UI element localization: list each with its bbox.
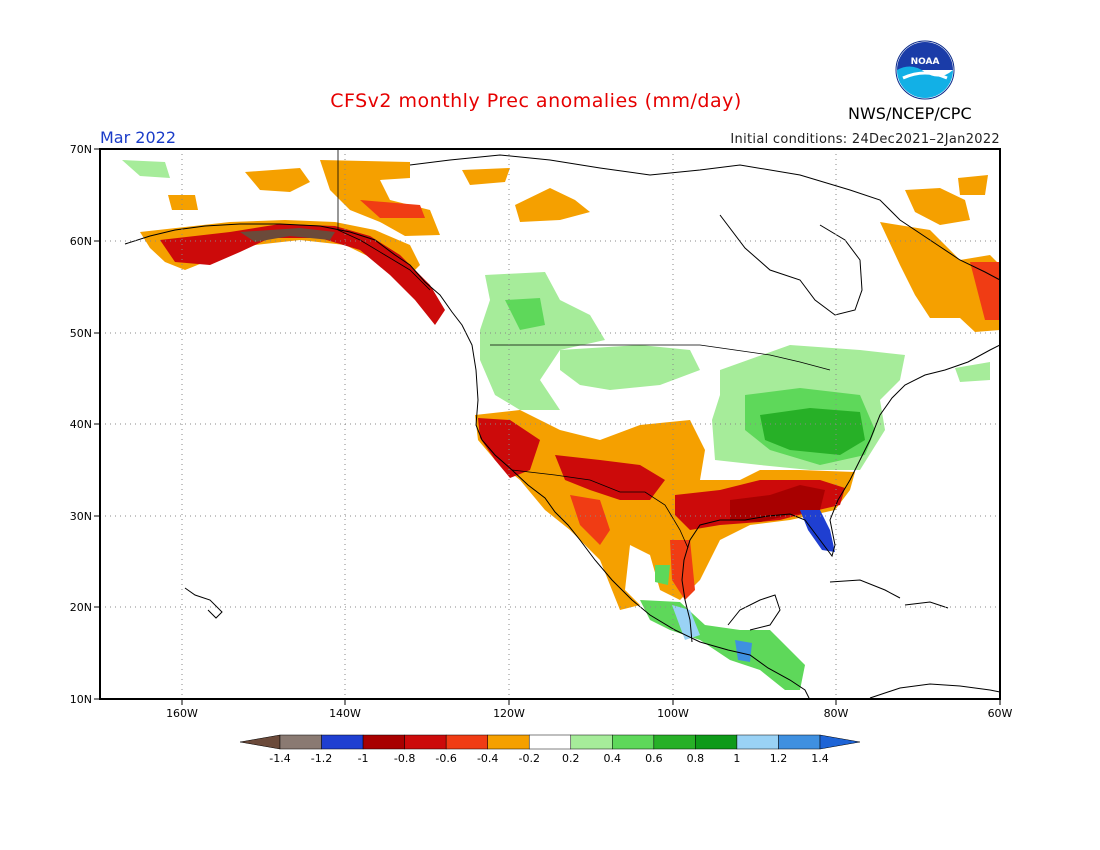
coastline-hispaniola xyxy=(904,601,949,609)
lat-label: 40N xyxy=(70,418,92,431)
colorbar-swatch xyxy=(695,734,738,750)
coastline-cuba xyxy=(829,579,901,599)
colorbar-arrow-low xyxy=(239,734,281,750)
gridlines xyxy=(100,149,1000,699)
lon-label: 120W xyxy=(493,707,525,720)
coastline-mexico-yucatan xyxy=(727,594,781,631)
coastline-hudson-bay xyxy=(719,214,863,316)
colorbar-swatch xyxy=(445,734,488,750)
anomaly-nwt-orange-1 xyxy=(245,168,310,192)
latitude-labels: 70N 60N 50N 40N 30N 20N 10N xyxy=(70,143,92,706)
colorbar-arrow-high xyxy=(819,734,861,750)
coastline-arctic xyxy=(409,154,1000,281)
colorbar-label: -0.4 xyxy=(477,752,498,765)
noaa-logo-icon: NOAA xyxy=(895,40,955,100)
colorbar-label: 1 xyxy=(733,752,740,765)
anomaly-baffin-orange xyxy=(905,188,970,225)
lon-label: 160W xyxy=(166,707,198,720)
anomaly-centralamerica-blue xyxy=(672,605,700,640)
colorbar-label: 0.2 xyxy=(562,752,580,765)
lat-label: 60N xyxy=(70,235,92,248)
colorbar-swatch xyxy=(528,734,572,750)
boundary-us-mexico xyxy=(511,469,689,549)
colorbar-label: 1.2 xyxy=(770,752,788,765)
logo-text: NOAA xyxy=(911,57,940,67)
anomaly-california-red xyxy=(478,418,540,478)
anomaly-nova-scotia-green xyxy=(955,362,990,382)
lat-label: 50N xyxy=(70,327,92,340)
anomaly-bc-green xyxy=(480,272,605,410)
lat-label: 20N xyxy=(70,601,92,614)
anomaly-sw-red xyxy=(555,455,665,500)
colorbar-swatch xyxy=(487,734,530,750)
anomaly-field xyxy=(122,160,1000,690)
colorbar-swatch xyxy=(404,734,447,750)
chart-title: CFSv2 monthly Prec anomalies (mm/day) xyxy=(330,90,742,112)
lat-label: 30N xyxy=(70,510,92,523)
colorbar-swatch xyxy=(653,734,696,750)
colorbar-label: -0.2 xyxy=(518,752,539,765)
colorbar-label: 0.6 xyxy=(645,752,663,765)
anomaly-yukon-red xyxy=(360,200,425,218)
anomaly-nplains-green xyxy=(560,345,700,390)
colorbar-swatch xyxy=(570,734,613,750)
anomaly-greenland-orange xyxy=(958,175,988,195)
anomaly-alaska-red xyxy=(160,224,445,325)
colorbar-label: 1.4 xyxy=(811,752,829,765)
axis-ticks xyxy=(94,148,1001,705)
colorbar-swatch xyxy=(321,734,364,750)
colorbar-swatch xyxy=(279,734,322,750)
coastline-gulf-atlantic xyxy=(681,344,1000,643)
boundary-us-canada xyxy=(490,344,831,371)
lat-label: 70N xyxy=(70,143,92,156)
colorbar-label: 0.8 xyxy=(687,752,705,765)
coastline-hawaii xyxy=(184,587,223,619)
anomaly-florida-blue xyxy=(800,510,835,552)
boundary-alaska-canada xyxy=(337,150,431,291)
anomaly-alaska-brown xyxy=(240,228,335,242)
lat-label: 10N xyxy=(70,693,92,706)
anomaly-bc-green-dark xyxy=(505,298,545,330)
lon-label: 80W xyxy=(824,707,849,720)
anomaly-nwt-orange-3 xyxy=(515,188,590,222)
anomaly-guatemala-blue xyxy=(735,640,752,662)
anomaly-centralamerica-green xyxy=(640,600,805,690)
initial-conditions: Initial conditions: 24Dec2021–2Jan2022 xyxy=(730,132,1000,147)
forecast-month: Mar 2022 xyxy=(100,128,176,147)
colorbar-label: 0.4 xyxy=(604,752,622,765)
colorbar-swatch xyxy=(362,734,405,750)
colorbar-label: -1.4 xyxy=(269,752,290,765)
coastline-south-america xyxy=(869,683,1000,699)
anomaly-alaska-nw-green xyxy=(122,160,170,178)
colorbar-swatch xyxy=(736,734,779,750)
colorbar-label: -0.8 xyxy=(394,752,415,765)
coastlines xyxy=(124,150,1000,699)
colorbar-label: -0.6 xyxy=(435,752,456,765)
colorbar-swatch xyxy=(612,734,655,750)
anomaly-nwt-orange-2 xyxy=(462,168,510,185)
lon-label: 60W xyxy=(988,707,1013,720)
lon-label: 140W xyxy=(329,707,361,720)
lon-label: 100W xyxy=(657,707,689,720)
colorbar-label: -1.2 xyxy=(311,752,332,765)
anomaly-alaska-w-orange xyxy=(168,195,198,210)
longitude-labels: 160W 140W 120W 100W 80W 60W xyxy=(166,707,1012,720)
colorbar: -1.4 -1.2 -1 -0.8 -0.6 -0.4 -0.2 0.2 0.4 0.6 0.8 1 1… xyxy=(239,734,861,765)
anomaly-ohio-green-dark xyxy=(760,408,865,455)
colorbar-swatch xyxy=(778,734,821,750)
anomaly-mexico-red xyxy=(570,495,610,545)
agency-label: NWS/NCEP/CPC xyxy=(848,104,972,123)
anomaly-wmexico-green xyxy=(655,565,670,585)
colorbar-label: -1 xyxy=(358,752,369,765)
anomaly-labrador-orange xyxy=(880,222,1000,332)
